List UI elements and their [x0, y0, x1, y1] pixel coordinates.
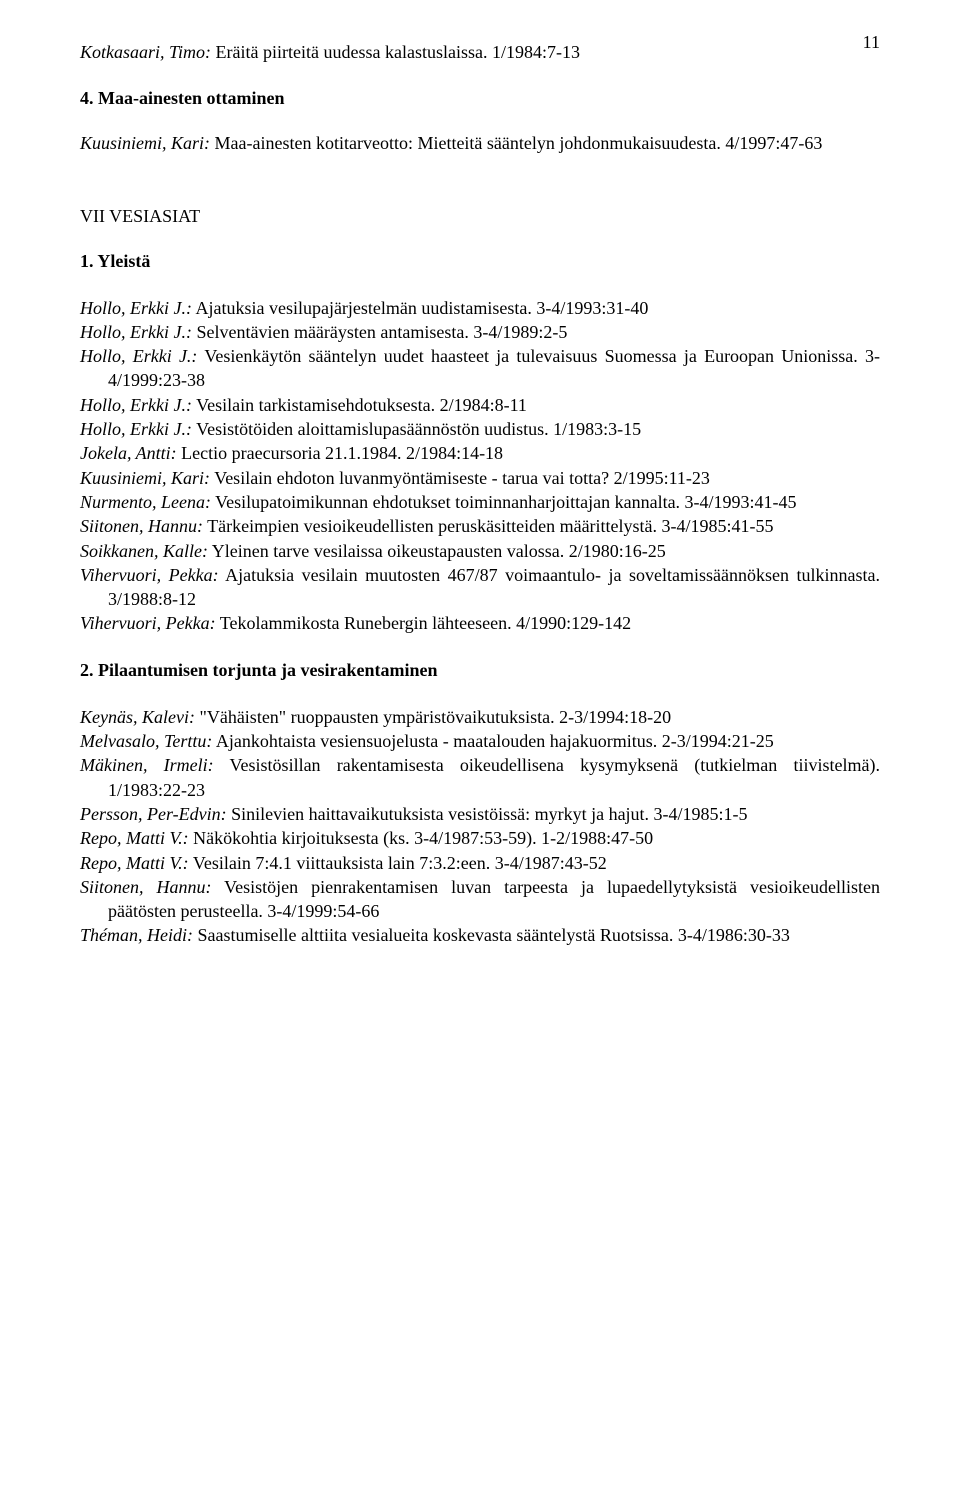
bibliography-entry: Melvasalo, Terttu: Ajankohtaista vesiens…: [80, 729, 880, 753]
bibliography-entry: Persson, Per-Edvin: Sinilevien haittavai…: [80, 802, 880, 826]
entry-title: Vesilain 7:4.1 viittauksista lain 7:3.2:…: [189, 853, 607, 873]
entry-title: Näkökohtia kirjoituksesta (ks. 3-4/1987:…: [189, 828, 653, 848]
entry-title: Vesilupatoimikunnan ehdotukset toiminnan…: [211, 492, 797, 512]
entry-author: Keynäs, Kalevi:: [80, 707, 195, 727]
entry-author: Vihervuori, Pekka:: [80, 613, 216, 633]
entry-title: Eräitä piirteitä uudessa kalastuslaissa.…: [211, 42, 580, 62]
entry-author: Jokela, Antti:: [80, 443, 177, 463]
entry-author: Hollo, Erkki J.:: [80, 346, 197, 366]
entry-author: Hollo, Erkki J.:: [80, 322, 192, 342]
entry-author: Hollo, Erkki J.:: [80, 395, 192, 415]
entry-author: Vihervuori, Pekka:: [80, 565, 219, 585]
bibliography-entry: Théman, Heidi: Saastumiselle alttiita ve…: [80, 923, 880, 947]
bibliography-entry: Hollo, Erkki J.: Selventävien määräysten…: [80, 320, 880, 344]
entry-title: Vesistöjen pienrakentamisen luvan tarpee…: [108, 877, 880, 921]
entry-title: Ajatuksia vesilain muutosten 467/87 voim…: [108, 565, 880, 609]
bibliography-entry: Soikkanen, Kalle: Yleinen tarve vesilais…: [80, 539, 880, 563]
entry-author: Kotkasaari, Timo:: [80, 42, 211, 62]
entry-author: Hollo, Erkki J.:: [80, 298, 192, 318]
entry-author: Persson, Per-Edvin:: [80, 804, 227, 824]
entry-title: Selventävien määräysten antamisesta. 3-4…: [192, 322, 567, 342]
entry-title: Tärkeimpien vesioikeudellisten peruskäsi…: [203, 516, 774, 536]
entry-author: Soikkanen, Kalle:: [80, 541, 208, 561]
bibliography-entry: Nurmento, Leena: Vesilupatoimikunnan ehd…: [80, 490, 880, 514]
entry-title: Ajatuksia vesilupajärjestelmän uudistami…: [192, 298, 648, 318]
entry-title: Lectio praecursoria 21.1.1984. 2/1984:14…: [177, 443, 503, 463]
entry-title: Sinilevien haittavaikutuksista vesistöis…: [227, 804, 748, 824]
bibliography-entry: Hollo, Erkki J.: Vesistötöiden aloittami…: [80, 417, 880, 441]
entries-section-2: Keynäs, Kalevi: "Vähäisten" ruoppausten …: [80, 705, 880, 948]
bibliography-entry: Jokela, Antti: Lectio praecursoria 21.1.…: [80, 441, 880, 465]
bibliography-entry: Mäkinen, Irmeli: Vesistösillan rakentami…: [80, 753, 880, 802]
bibliography-entry: Vihervuori, Pekka: Tekolammikosta Runebe…: [80, 611, 880, 635]
entry-title: Yleinen tarve vesilaissa oikeustapausten…: [208, 541, 666, 561]
bibliography-entry: Keynäs, Kalevi: "Vähäisten" ruoppausten …: [80, 705, 880, 729]
entry-title: Vesistötöiden aloittamislupasäännöstön u…: [192, 419, 641, 439]
entry-author: Théman, Heidi:: [80, 925, 193, 945]
bibliography-entry: Repo, Matti V.: Näkökohtia kirjoituksest…: [80, 826, 880, 850]
section-heading-4: 4. Maa-ainesten ottaminen: [80, 88, 880, 109]
entry-title: Ajankohtaista vesiensuojelusta - maatalo…: [212, 731, 773, 751]
bibliography-entry: Hollo, Erkki J.: Vesienkäytön sääntelyn …: [80, 344, 880, 393]
bibliography-entry: Vihervuori, Pekka: Ajatuksia vesilain mu…: [80, 563, 880, 612]
entry-author: Kuusiniemi, Kari:: [80, 468, 210, 488]
entry-title: "Vähäisten" ruoppausten ympäristövaikutu…: [195, 707, 671, 727]
entry-author: Nurmento, Leena:: [80, 492, 211, 512]
bibliography-entry: Kotkasaari, Timo: Eräitä piirteitä uudes…: [80, 40, 880, 64]
entry-author: Siitonen, Hannu:: [80, 877, 211, 897]
entry-author: Kuusiniemi, Kari:: [80, 133, 210, 153]
bibliography-entry: Siitonen, Hannu: Vesistöjen pienrakentam…: [80, 875, 880, 924]
page-number: 11: [863, 32, 880, 53]
entry-title: Vesilain ehdoton luvanmyöntämiseste - ta…: [210, 468, 710, 488]
bibliography-entry: Hollo, Erkki J.: Ajatuksia vesilupajärje…: [80, 296, 880, 320]
entry-title: Tekolammikosta Runebergin lähteeseen. 4/…: [216, 613, 632, 633]
bibliography-entry: Siitonen, Hannu: Tärkeimpien vesioikeude…: [80, 514, 880, 538]
entry-author: Melvasalo, Terttu:: [80, 731, 212, 751]
entry-title: Maa-ainesten kotitarveotto: Mietteitä sä…: [210, 133, 822, 153]
bibliography-entry: Kuusiniemi, Kari: Maa-ainesten kotitarve…: [80, 131, 880, 155]
bibliography-entry: Repo, Matti V.: Vesilain 7:4.1 viittauks…: [80, 851, 880, 875]
bibliography-entry: Hollo, Erkki J.: Vesilain tarkistamisehd…: [80, 393, 880, 417]
sub-heading-2: 2. Pilaantumisen torjunta ja vesirakenta…: [80, 660, 880, 681]
entry-title: Vesistösillan rakentamisesta oikeudellis…: [108, 755, 880, 799]
entry-author: Mäkinen, Irmeli:: [80, 755, 214, 775]
main-heading-vii: VII VESIASIAT: [80, 206, 880, 227]
sub-heading-1: 1. Yleistä: [80, 251, 880, 272]
bibliography-entry: Kuusiniemi, Kari: Vesilain ehdoton luvan…: [80, 466, 880, 490]
entry-author: Repo, Matti V.:: [80, 853, 189, 873]
entry-author: Hollo, Erkki J.:: [80, 419, 192, 439]
entry-title: Vesilain tarkistamisehdotuksesta. 2/1984…: [192, 395, 527, 415]
entries-section-1: Hollo, Erkki J.: Ajatuksia vesilupajärje…: [80, 296, 880, 636]
entry-title: Saastumiselle alttiita vesialueita koske…: [193, 925, 790, 945]
entry-author: Repo, Matti V.:: [80, 828, 189, 848]
document-page: 11 Kotkasaari, Timo: Eräitä piirteitä uu…: [0, 0, 960, 1504]
entry-title: Vesienkäytön sääntelyn uudet haasteet ja…: [108, 346, 880, 390]
entry-author: Siitonen, Hannu:: [80, 516, 203, 536]
